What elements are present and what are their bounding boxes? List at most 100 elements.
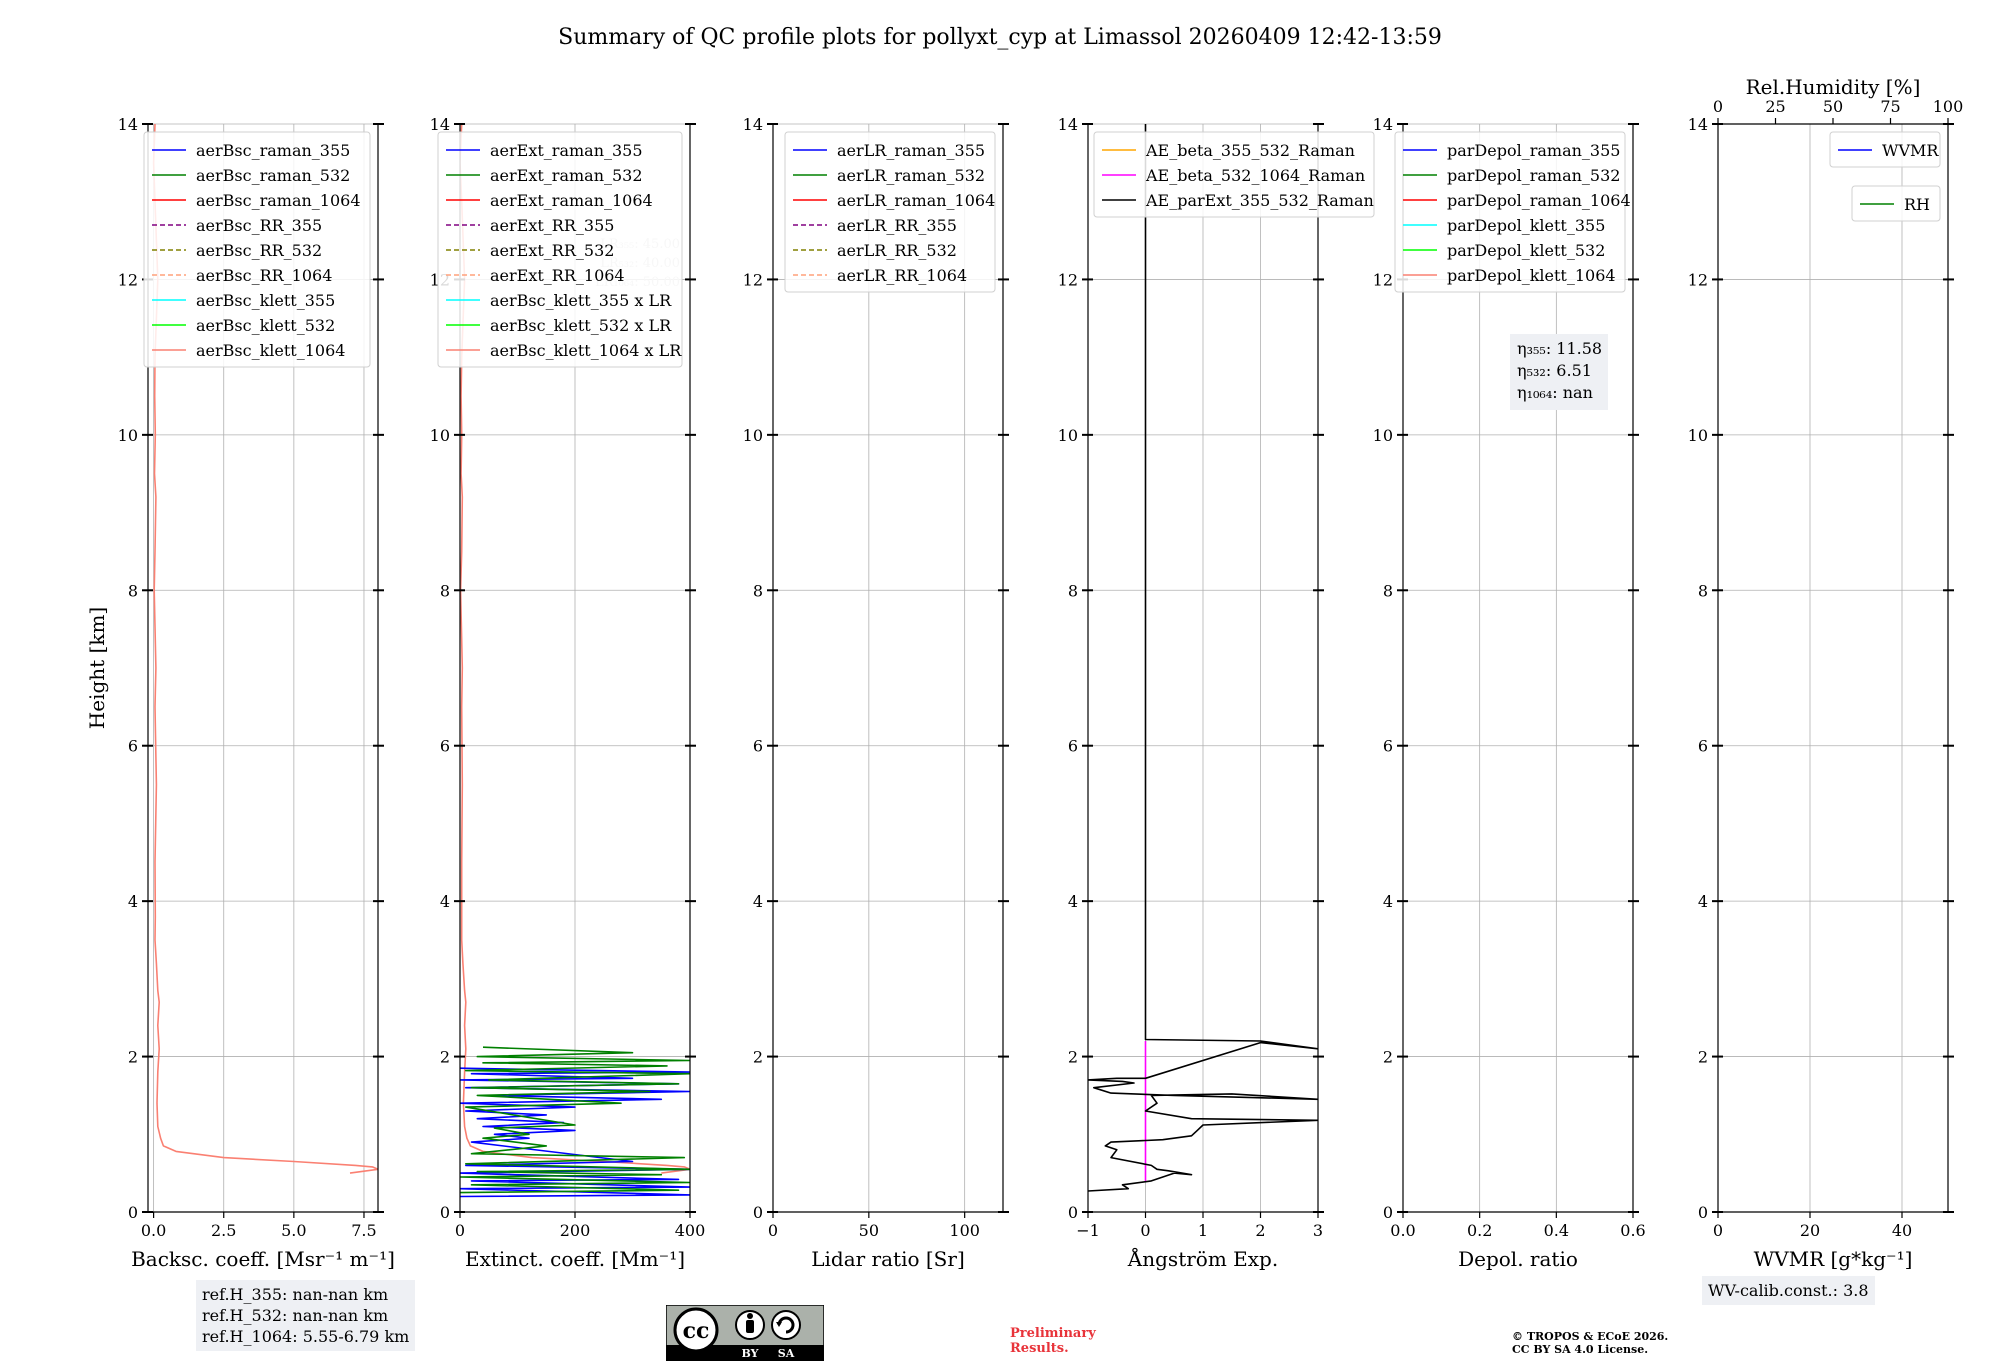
y-tick-label: 4 <box>1068 892 1078 911</box>
x2-tick-label: 50 <box>1823 97 1843 116</box>
y-tick-label: 10 <box>1058 426 1078 445</box>
x2-tick-label: 75 <box>1880 97 1900 116</box>
x-axis-label: WVMR [g*kg⁻¹] <box>1754 1247 1913 1271</box>
x-tick-label: 3 <box>1313 1221 1323 1240</box>
legend-label: aerBsc_raman_355 <box>196 141 350 160</box>
y-tick-label: 10 <box>1688 426 1708 445</box>
eta-annotation-line: η₃₅₅: 11.58 <box>1517 339 1602 358</box>
y-tick-label: 10 <box>118 426 138 445</box>
x-tick-label: 7.5 <box>351 1221 376 1240</box>
cc-license-badge: cc BY SA <box>666 1305 824 1361</box>
y-tick-label: 12 <box>118 270 138 289</box>
x-tick-label: 0.0 <box>141 1221 166 1240</box>
legend: WVMR <box>1829 131 1941 168</box>
copyright-line-2: CC BY SA 4.0 License. <box>1512 1343 1649 1356</box>
eta-annotation-box: η₃₅₅: 11.58 η₅₃₂: 6.51 η₁₀₆₄: nan <box>1510 334 1608 410</box>
series-line-aerExt_raman_532 <box>460 1046 690 1194</box>
series-line-aerBsc_klett_1064 <box>152 124 378 1174</box>
eta-annotation-line: η₁₀₆₄: nan <box>1517 383 1593 402</box>
legend-label: aerBsc_klett_1064 <box>196 341 345 360</box>
y-tick-label: 0 <box>1383 1203 1393 1222</box>
legend-label: parDepol_raman_355 <box>1447 141 1620 160</box>
y-tick-label: 4 <box>1698 892 1708 911</box>
y-tick-label: 0 <box>1698 1203 1708 1222</box>
legend-label: aerBsc_klett_355 x LR <box>490 291 672 310</box>
legend: aerLR_raman_355 aerLR_raman_532 aerLR_rama… <box>784 131 996 293</box>
series-line-AE_parExt_355_532_Raman <box>1088 124 1318 1192</box>
legend-label: parDepol_klett_355 <box>1447 216 1605 235</box>
y-tick-label: 4 <box>128 892 138 911</box>
series-group <box>152 124 378 1174</box>
y-tick-label: 6 <box>128 737 138 756</box>
y-tick-label: 8 <box>753 581 763 600</box>
x-tick-label: 0.4 <box>1544 1221 1569 1240</box>
preliminary-results-note: Preliminary Results. <box>1010 1326 1096 1356</box>
legend-frame <box>143 131 371 368</box>
legend-label: parDepol_klett_532 <box>1447 241 1605 260</box>
refh-1064: ref.H_1064: 5.55-6.79 km <box>202 1327 410 1346</box>
y-tick-label: 6 <box>1068 737 1078 756</box>
x-tick-label: 1 <box>1198 1221 1208 1240</box>
legend-label: aerExt_RR_1064 <box>490 266 625 285</box>
legend: aerExt_raman_355 aerExt_raman_532 aerExt_r… <box>437 131 683 368</box>
legend-frame <box>437 131 683 368</box>
y-tick-label: 6 <box>440 737 450 756</box>
y-tick-label: 12 <box>1058 270 1078 289</box>
x2-tick-label: 0 <box>1713 97 1723 116</box>
panel-depol: 0 2 4 6 8 10 12 14 0.0 0.2 0.4 0.6 Depol. ratio η₃₅₅:… <box>1373 115 1646 1271</box>
x2-tick-label: 100 <box>1933 97 1964 116</box>
y-tick-label: 10 <box>743 426 763 445</box>
legend-label: aerBsc_klett_532 <box>196 316 335 335</box>
y-tick-label: 0 <box>128 1203 138 1222</box>
x-tick-label: 2.5 <box>211 1221 236 1240</box>
legend-label: aerExt_RR_532 <box>490 241 614 260</box>
y-tick-label: 4 <box>1383 892 1393 911</box>
wv-calib-box: WV-calib.const.: 3.8 <box>1702 1276 1875 1305</box>
cc-badge-cc: cc <box>683 1318 710 1344</box>
x-tick-label: 200 <box>560 1221 591 1240</box>
preliminary-line-1: Preliminary <box>1010 1326 1096 1341</box>
legend-rh: RH <box>1851 185 1941 222</box>
x-axis-label: Lidar ratio [Sr] <box>811 1247 965 1271</box>
legend-frame <box>1093 131 1375 218</box>
preliminary-line-2: Results. <box>1010 1341 1069 1356</box>
legend-label: AE_beta_532_1064_Raman <box>1145 166 1365 185</box>
legend-label: aerBsc_RR_532 <box>196 241 322 260</box>
y-tick-label: 12 <box>1688 270 1708 289</box>
x-tick-label: 5.0 <box>281 1221 306 1240</box>
y-tick-label: 8 <box>128 581 138 600</box>
copyright-note: © TROPOS & ECoE 2026. CC BY SA 4.0 Licen… <box>1512 1330 1668 1356</box>
legend-label: aerLR_raman_1064 <box>837 191 995 210</box>
legend-label: aerBsc_klett_532 x LR <box>490 316 672 335</box>
legend-label: aerBsc_raman_1064 <box>196 191 361 210</box>
legend-label: aerLR_RR_355 <box>837 216 957 235</box>
x-tick-label: 0 <box>1140 1221 1150 1240</box>
y-tick-label: 6 <box>753 737 763 756</box>
legend: parDepol_raman_355 parDepol_raman_532 parD… <box>1394 131 1631 293</box>
y-tick-label: 2 <box>128 1048 138 1067</box>
x-tick-label: 0 <box>455 1221 465 1240</box>
x-axis-label: Depol. ratio <box>1458 1247 1578 1271</box>
y-tick-label: 4 <box>753 892 763 911</box>
reference-height-box: ref.H_355: nan-nan km ref.H_532: nan-nan… <box>196 1280 416 1351</box>
x-axis-label: Ångström Exp. <box>1127 1246 1278 1271</box>
y-axis-label: Height [km] <box>85 607 109 729</box>
panel-wv: 0 2 4 6 8 10 12 14 0 20 40 WVMR [g*kg⁻¹] 0 25 50 75 100 R… <box>1688 75 1964 1271</box>
panel-bsc: 0 2 4 6 8 10 12 14 0.0 2.5 5.0 7.5 Backsc. coeff. [M… <box>85 115 395 1271</box>
y-tick-label: 0 <box>753 1203 763 1222</box>
legend-label: aerExt_raman_355 <box>490 141 643 160</box>
legend-frame <box>784 131 996 293</box>
legend-label: aerBsc_raman_532 <box>196 166 350 185</box>
x-tick-label: 0.6 <box>1620 1221 1645 1240</box>
y-tick-label: 8 <box>1383 581 1393 600</box>
legend-frame <box>1851 185 1941 222</box>
y-tick-label: 2 <box>1383 1048 1393 1067</box>
x-tick-label: 50 <box>859 1221 879 1240</box>
y-tick-label: 10 <box>1373 426 1393 445</box>
y-tick-label: 14 <box>1373 115 1393 134</box>
x-tick-label: −1 <box>1076 1221 1100 1240</box>
legend-label: aerBsc_RR_1064 <box>196 266 332 285</box>
legend-label: aerLR_RR_532 <box>837 241 957 260</box>
legend-label: RH <box>1904 195 1930 214</box>
